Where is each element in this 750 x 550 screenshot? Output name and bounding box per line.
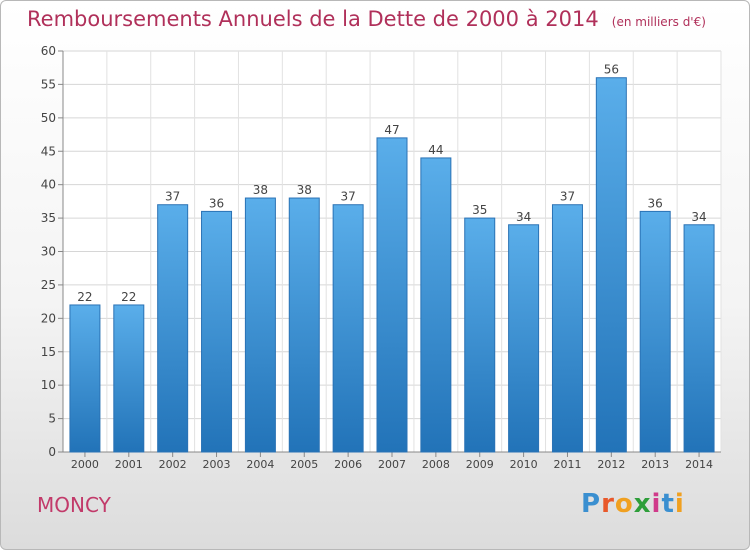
x-tick-label: 2009: [466, 458, 494, 471]
x-tick-label: 2000: [71, 458, 99, 471]
x-tick-label: 2012: [597, 458, 625, 471]
x-tick-label: 2011: [553, 458, 581, 471]
y-tick-label: 5: [48, 412, 56, 426]
x-tick-label: 2002: [159, 458, 187, 471]
x-tick-label: 2005: [290, 458, 318, 471]
bar: [376, 137, 408, 453]
data-label: 38: [253, 183, 268, 197]
data-label: 35: [472, 203, 487, 217]
city-name: MONCY: [37, 493, 111, 517]
bar: [244, 197, 276, 453]
y-tick-label: 20: [41, 311, 56, 325]
y-tick-label: 0: [48, 445, 56, 459]
y-tick-label: 50: [41, 111, 56, 125]
logo-letter: i: [674, 489, 685, 519]
x-tick-label: 2006: [334, 458, 362, 471]
logo-letter: o: [614, 489, 634, 519]
bar: [332, 204, 364, 453]
bar: [639, 210, 671, 453]
y-tick-label: 55: [41, 77, 56, 91]
x-tick-label: 2013: [641, 458, 669, 471]
y-tick-label: 45: [41, 144, 56, 158]
bar: [595, 77, 627, 453]
logo-letter: r: [601, 489, 615, 519]
y-tick-label: 10: [41, 378, 56, 392]
data-label: 37: [165, 190, 180, 204]
logo-letter: x: [633, 489, 652, 519]
y-tick-label: 60: [41, 44, 56, 58]
bar: [157, 204, 189, 453]
x-tick-label: 2008: [422, 458, 450, 471]
x-tick-label: 2007: [378, 458, 406, 471]
x-tick-label: 2010: [510, 458, 538, 471]
data-label: 47: [384, 123, 399, 137]
logo-letter: t: [661, 489, 675, 519]
data-label: 38: [297, 183, 312, 197]
proxiti-logo: Proxiti: [581, 489, 685, 519]
data-label: 22: [121, 290, 136, 304]
x-tick-label: 2014: [685, 458, 713, 471]
data-label: 34: [691, 210, 706, 224]
label-layer: 0 5 10 15 20 25 30 35 40 45 50 55 60 22 2000 22 2001 37 20…: [41, 44, 713, 471]
x-tick-label: 2003: [203, 458, 231, 471]
bar: [508, 224, 540, 453]
data-label: 34: [516, 210, 531, 224]
bar: [69, 304, 101, 453]
bar: [551, 204, 583, 453]
y-tick-label: 15: [41, 345, 56, 359]
bar: [420, 157, 452, 453]
x-tick-label: 2004: [246, 458, 274, 471]
x-tick-label: 2001: [115, 458, 143, 471]
y-tick-label: 35: [41, 211, 56, 225]
data-label: 44: [428, 143, 443, 157]
bar: [201, 210, 233, 453]
unit-text: (en milliers d'€): [611, 15, 706, 29]
title-text: Remboursements Annuels de la Dette de 20…: [27, 7, 599, 31]
bar: [288, 197, 320, 453]
bar: [464, 217, 496, 453]
y-tick-label: 30: [41, 245, 56, 259]
data-label: 22: [77, 290, 92, 304]
y-tick-label: 40: [41, 178, 56, 192]
data-label: 56: [604, 63, 619, 77]
bar: [113, 304, 145, 453]
logo-letter: P: [581, 489, 602, 519]
logo-letter: i: [651, 489, 662, 519]
chart-title: Remboursements Annuels de la Dette de 20…: [27, 7, 706, 31]
data-label: 37: [340, 190, 355, 204]
bar-layer: [69, 77, 715, 453]
data-label: 36: [209, 196, 224, 210]
y-tick-label: 25: [41, 278, 56, 292]
bar: [683, 224, 715, 453]
data-label: 36: [648, 196, 663, 210]
data-label: 37: [560, 190, 575, 204]
